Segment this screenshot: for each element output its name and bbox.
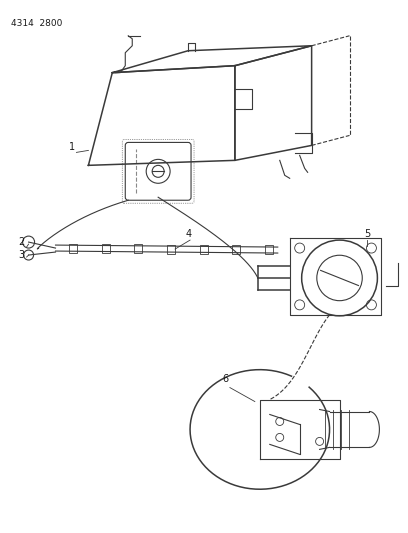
Text: 2: 2 xyxy=(19,237,25,247)
Bar xyxy=(69,244,77,253)
Text: 4314  2800: 4314 2800 xyxy=(11,19,62,28)
Text: 4: 4 xyxy=(185,229,191,239)
Text: 1: 1 xyxy=(69,142,75,152)
Text: 6: 6 xyxy=(222,374,228,384)
Text: 5: 5 xyxy=(364,229,371,239)
Bar xyxy=(200,245,208,254)
Text: 3: 3 xyxy=(19,250,25,260)
Bar xyxy=(167,245,175,254)
Bar xyxy=(135,244,142,253)
Bar xyxy=(265,246,273,254)
Bar xyxy=(232,245,240,254)
Bar xyxy=(102,244,110,253)
